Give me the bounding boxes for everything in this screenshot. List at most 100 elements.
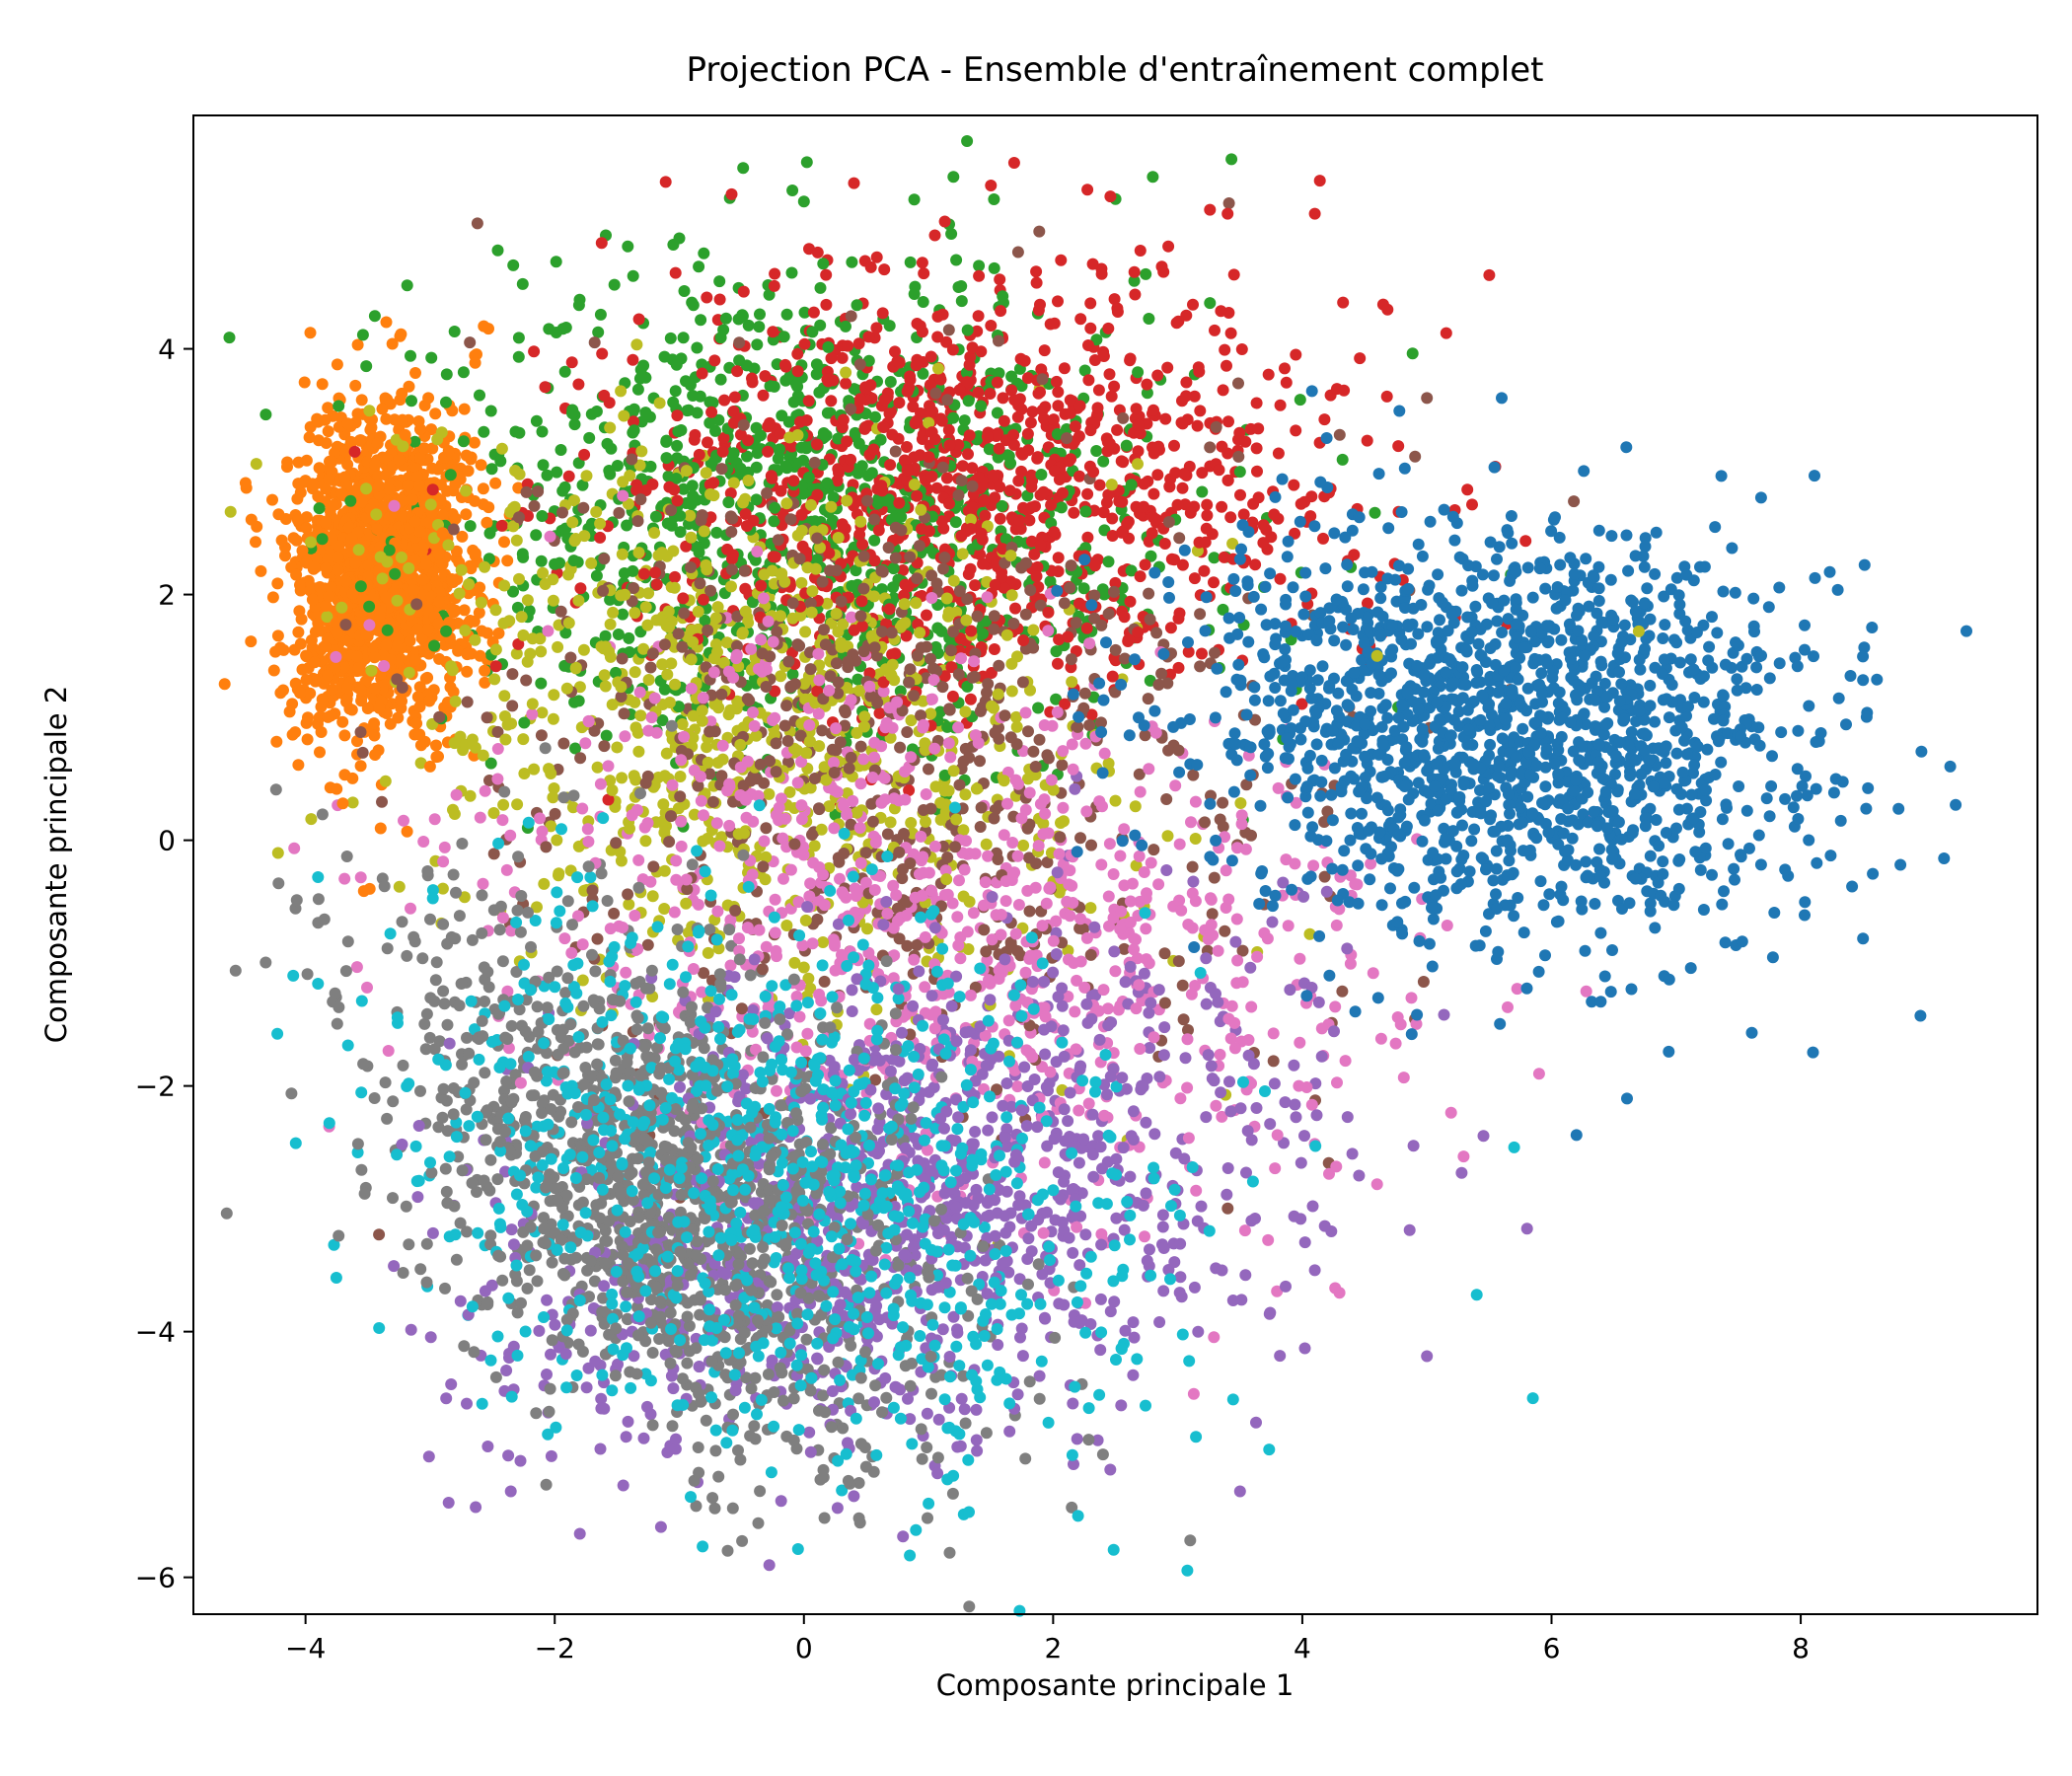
data-point <box>373 702 386 714</box>
data-point <box>422 392 435 405</box>
data-point <box>627 353 639 366</box>
data-point <box>351 735 363 748</box>
series-0-points <box>426 462 439 475</box>
data-point <box>887 562 900 575</box>
data-point <box>1221 447 1234 460</box>
series-3-points <box>775 670 787 683</box>
data-point <box>507 259 520 271</box>
data-point <box>441 484 454 497</box>
data-point <box>255 564 267 577</box>
data-point <box>498 536 510 549</box>
series-1-points <box>1225 153 1238 166</box>
series-1-points <box>949 516 962 529</box>
data-point <box>419 558 432 571</box>
data-point <box>292 759 305 772</box>
series-1-points <box>608 278 621 291</box>
data-point <box>336 715 349 728</box>
data-point <box>357 885 370 898</box>
data-point <box>693 448 705 461</box>
data-point <box>725 187 738 200</box>
data-point <box>1221 359 1232 372</box>
data-point <box>482 501 495 514</box>
chart-title: Projection PCA - Ensemble d'entraînement… <box>687 50 1544 90</box>
data-point <box>355 684 367 697</box>
data-point <box>410 717 423 730</box>
data-point <box>667 396 680 408</box>
data-point <box>351 338 364 351</box>
series-0-points <box>482 501 495 514</box>
series-1-points <box>1140 267 1152 280</box>
series-0-points <box>361 703 374 714</box>
data-point <box>1102 555 1115 568</box>
data-point <box>1012 475 1025 487</box>
data-point <box>270 735 283 748</box>
data-point <box>386 337 399 350</box>
data-point <box>775 670 787 683</box>
series-0-points <box>402 479 414 491</box>
data-point <box>988 193 1000 205</box>
data-point <box>478 320 490 333</box>
data-point <box>558 365 571 378</box>
data-point <box>271 629 284 642</box>
data-point <box>331 358 343 371</box>
data-point <box>267 664 280 677</box>
data-point <box>396 695 407 707</box>
data-point <box>622 240 634 253</box>
data-point <box>687 299 700 312</box>
series-0-points <box>432 548 445 560</box>
data-point <box>963 429 976 442</box>
data-point <box>528 345 541 358</box>
series-2-points <box>1227 268 1240 281</box>
data-point <box>291 514 304 526</box>
data-point <box>218 678 231 691</box>
data-point <box>870 251 883 263</box>
series-0-points <box>376 403 389 415</box>
data-point <box>785 266 798 279</box>
data-point <box>1151 369 1164 382</box>
data-point <box>440 396 452 408</box>
series-1-points <box>754 308 766 321</box>
series-2-points <box>1003 484 1016 497</box>
series-2-points <box>1021 427 1034 440</box>
series-1-points <box>736 309 749 322</box>
data-point <box>964 562 977 575</box>
series-0-points <box>294 637 307 650</box>
series-1-points <box>1208 552 1221 564</box>
data-point <box>326 455 338 468</box>
data-point <box>908 193 921 206</box>
data-point <box>728 391 741 404</box>
data-point <box>1097 455 1110 468</box>
data-point <box>1141 378 1153 391</box>
data-point <box>345 532 358 545</box>
data-point <box>457 435 470 448</box>
series-2-points <box>1108 380 1121 393</box>
series-0-points <box>345 532 358 545</box>
data-point <box>769 267 781 280</box>
series-0-points <box>313 462 326 475</box>
series-0-points <box>461 665 474 678</box>
series-0-points <box>319 516 332 529</box>
data-point <box>955 295 968 308</box>
data-point <box>1213 464 1225 477</box>
data-point <box>411 691 424 703</box>
data-point <box>426 462 439 475</box>
series-1-points <box>600 729 613 742</box>
data-point <box>300 674 313 686</box>
series-2-points <box>348 445 361 458</box>
data-point <box>868 534 881 547</box>
data-point <box>223 332 236 344</box>
data-point <box>474 389 485 402</box>
series-2-points <box>1164 622 1177 634</box>
data-point <box>1294 394 1306 407</box>
series-2-points <box>1274 399 1287 411</box>
data-point <box>608 278 621 291</box>
data-point <box>1354 352 1367 365</box>
data-point <box>1337 296 1350 309</box>
series-2-points <box>718 394 731 407</box>
data-point <box>294 637 307 650</box>
data-point <box>594 308 607 321</box>
data-point <box>941 720 954 733</box>
data-point <box>1196 467 1209 480</box>
data-point <box>1081 184 1094 196</box>
data-point <box>509 425 522 438</box>
